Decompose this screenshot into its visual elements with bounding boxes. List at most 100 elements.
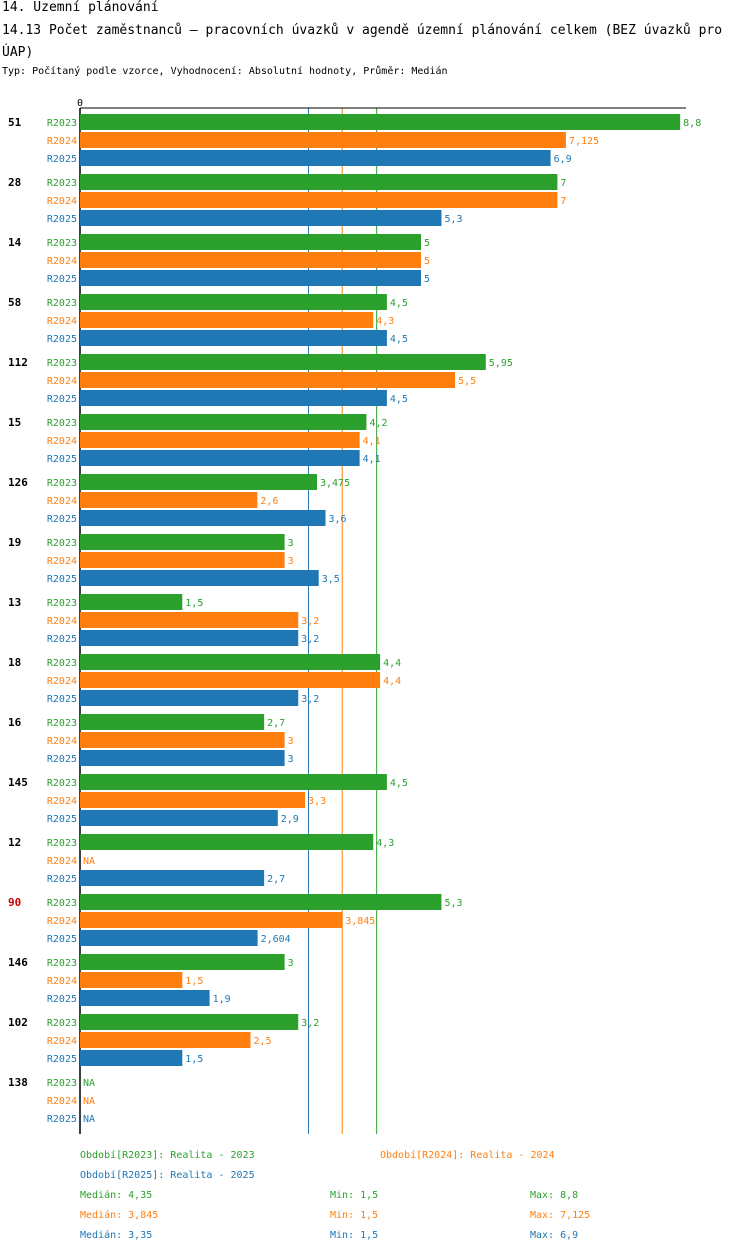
series-label-102-R2025: R2025	[47, 1054, 77, 1065]
bar-chart: 0 51 R2023 8,8 R2024 7,125 R2025 6,9 28 R2023 7 R20…	[8, 98, 701, 1134]
bar-12-R2025	[80, 870, 265, 886]
series-label-146-R2023: R2023	[47, 958, 77, 969]
legend-period-2024: Období[R2024]: Realita - 2024	[380, 1150, 555, 1161]
bar-18-R2023	[80, 654, 381, 670]
series-label-126-R2025: R2025	[47, 514, 77, 525]
series-label-58-R2025: R2025	[47, 334, 77, 345]
bar-14-R2024	[80, 252, 421, 268]
value-label-145-R2024: 3,3	[308, 796, 326, 807]
group-label-13: 13	[8, 596, 21, 609]
value-label-126-R2025: 3,6	[329, 514, 347, 525]
value-label-18-R2024: 4,4	[383, 676, 401, 687]
bar-28-R2023	[80, 174, 558, 190]
stat-max-2023: Max: 8,8	[530, 1190, 579, 1201]
bar-126-R2025	[80, 510, 326, 526]
bar-145-R2025	[80, 810, 278, 826]
bar-58-R2024	[80, 312, 374, 328]
group-label-102: 102	[8, 1016, 28, 1029]
value-label-16-R2024: 3	[288, 736, 294, 747]
series-label-138-R2025: R2025	[47, 1114, 77, 1125]
series-label-15-R2024: R2024	[47, 436, 77, 447]
value-label-18-R2025: 3,2	[301, 694, 319, 705]
group-label-14: 14	[8, 236, 22, 249]
legend-period-2023: Období[R2023]: Realita - 2023	[80, 1150, 255, 1161]
value-label-138-R2023: NA	[83, 1078, 95, 1089]
series-label-51-R2023: R2023	[47, 118, 77, 129]
group-label-112: 112	[8, 356, 28, 369]
series-label-18-R2025: R2025	[47, 694, 77, 705]
bar-16-R2023	[80, 714, 265, 730]
series-label-14-R2025: R2025	[47, 274, 77, 285]
group-label-58: 58	[8, 296, 21, 309]
value-label-28-R2023: 7	[560, 178, 566, 189]
series-label-28-R2025: R2025	[47, 214, 77, 225]
series-label-28-R2023: R2023	[47, 178, 77, 189]
value-label-51-R2024: 7,125	[569, 136, 599, 147]
stat-min-2025: Min: 1,5	[330, 1230, 379, 1241]
x-axis-zero-label: 0	[77, 98, 83, 109]
value-label-14-R2024: 5	[424, 256, 430, 267]
bar-12-R2023	[80, 834, 374, 850]
value-label-112-R2025: 4,5	[390, 394, 408, 405]
bar-15-R2023	[80, 414, 367, 430]
bar-28-R2024	[80, 192, 558, 208]
value-label-90-R2025: 2,604	[261, 934, 291, 945]
value-label-16-R2025: 3	[288, 754, 294, 765]
bar-16-R2024	[80, 732, 285, 748]
bar-51-R2024	[80, 132, 566, 148]
group-label-138: 138	[8, 1076, 28, 1089]
stat-median-2025: Medián: 3,35	[80, 1230, 153, 1241]
bar-112-R2025	[80, 390, 387, 406]
bar-58-R2025	[80, 330, 387, 346]
series-label-58-R2023: R2023	[47, 298, 77, 309]
value-label-146-R2024: 1,5	[185, 976, 203, 987]
group-label-18: 18	[8, 656, 21, 669]
group-label-146: 146	[8, 956, 28, 969]
series-label-15-R2023: R2023	[47, 418, 77, 429]
bar-102-R2025	[80, 1050, 183, 1066]
bar-15-R2025	[80, 450, 360, 466]
value-label-145-R2025: 2,9	[281, 814, 299, 825]
bar-18-R2024	[80, 672, 381, 688]
value-label-13-R2025: 3,2	[301, 634, 319, 645]
series-label-15-R2025: R2025	[47, 454, 77, 465]
value-label-90-R2023: 5,3	[444, 898, 462, 909]
value-label-14-R2025: 5	[424, 274, 430, 285]
group-label-15: 15	[8, 416, 21, 429]
value-label-58-R2024: 4,3	[376, 316, 394, 327]
group-label-19: 19	[8, 536, 21, 549]
value-label-145-R2023: 4,5	[390, 778, 408, 789]
value-label-19-R2025: 3,5	[322, 574, 340, 585]
value-label-102-R2023: 3,2	[301, 1018, 319, 1029]
series-label-18-R2024: R2024	[47, 676, 77, 687]
section-title: 14. Územní plánování	[2, 0, 159, 15]
chart-title: 14.13 Počet zaměstnanců – pracovních úva…	[2, 23, 723, 60]
bar-19-R2024	[80, 552, 285, 568]
series-label-146-R2025: R2025	[47, 994, 77, 1005]
value-label-12-R2023: 4,3	[376, 838, 394, 849]
bar-51-R2025	[80, 150, 551, 166]
series-label-145-R2025: R2025	[47, 814, 77, 825]
value-label-16-R2023: 2,7	[267, 718, 285, 729]
bar-102-R2023	[80, 1014, 299, 1030]
value-label-126-R2024: 2,6	[260, 496, 278, 507]
series-label-16-R2025: R2025	[47, 754, 77, 765]
group-label-126: 126	[8, 476, 28, 489]
series-label-19-R2024: R2024	[47, 556, 77, 567]
series-label-126-R2023: R2023	[47, 478, 77, 489]
bar-146-R2025	[80, 990, 210, 1006]
legend-period-2025: Období[R2025]: Realita - 2025	[80, 1170, 255, 1181]
series-label-16-R2023: R2023	[47, 718, 77, 729]
group-label-28: 28	[8, 176, 21, 189]
value-label-102-R2025: 1,5	[185, 1054, 203, 1065]
bar-90-R2023	[80, 894, 442, 910]
stat-median-2023: Medián: 4,35	[80, 1190, 153, 1201]
bar-16-R2025	[80, 750, 285, 766]
bar-13-R2025	[80, 630, 299, 646]
value-label-138-R2024: NA	[83, 1096, 95, 1107]
series-label-126-R2024: R2024	[47, 496, 77, 507]
group-label-90: 90	[8, 896, 21, 909]
value-label-138-R2025: NA	[83, 1114, 95, 1125]
series-label-13-R2025: R2025	[47, 634, 77, 645]
bar-90-R2025	[80, 930, 258, 946]
